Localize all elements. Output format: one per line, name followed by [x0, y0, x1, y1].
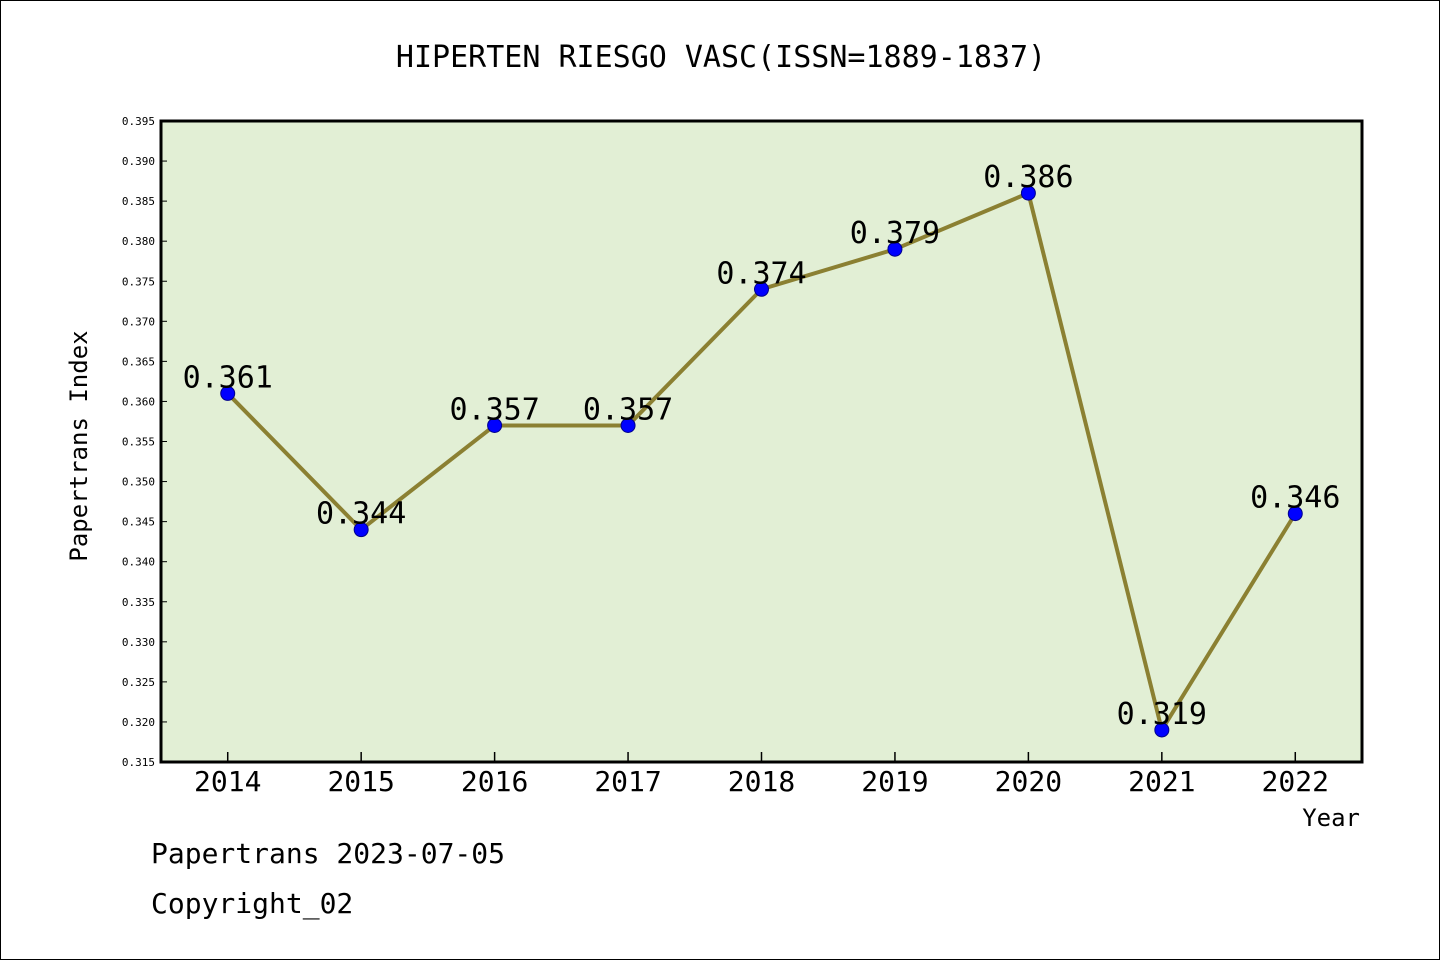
y-tick-label: 0.395: [122, 115, 155, 128]
y-tick-label: 0.335: [122, 596, 155, 609]
data-point: [220, 385, 236, 401]
data-point: [1154, 722, 1170, 738]
x-tick-label: 2020: [995, 765, 1062, 798]
y-tick-label: 0.325: [122, 676, 155, 689]
x-tick-label: 2022: [1262, 765, 1329, 798]
series-layer: [220, 185, 1303, 738]
x-tick-label: 2016: [461, 765, 528, 798]
data-point: [620, 417, 636, 433]
y-tick-label: 0.380: [122, 235, 155, 248]
y-tick-label: 0.320: [122, 716, 155, 729]
data-label: 0.386: [983, 160, 1073, 195]
footer-date: Papertrans 2023-07-05: [151, 837, 506, 870]
y-tick-label: 0.350: [122, 476, 155, 489]
y-tick-label: 0.315: [122, 756, 155, 769]
x-tick-label: 2017: [594, 765, 661, 798]
data-point: [1287, 506, 1303, 522]
footer-copyright: Copyright_02: [151, 887, 354, 920]
plot-area: [159, 119, 1364, 764]
data-label: 0.357: [449, 392, 539, 427]
y-tick-label: 0.375: [122, 275, 155, 288]
data-label: 0.374: [716, 256, 806, 291]
data-label: 0.379: [850, 216, 940, 251]
y-axis-label: Papertrans Index: [65, 330, 93, 561]
data-label: 0.357: [583, 392, 673, 427]
x-axis: 2014 2015 2016 2017 2018 2019 2020 2021 2022: [194, 752, 1329, 798]
data-label: 0.319: [1117, 697, 1207, 732]
data-point: [1020, 185, 1036, 201]
data-label-layer: 0.361 0.344 0.357 0.357 0.374 0.379 0.386 0.319…: [183, 160, 1341, 732]
data-point: [754, 281, 769, 297]
data-label: 0.361: [183, 360, 273, 395]
data-point: [487, 417, 503, 433]
y-axis: 0.315 0.320 0.325 0.330 0.335 0.340 0.345 0.350…: [122, 115, 167, 769]
y-tick-label: 0.345: [122, 516, 155, 529]
x-axis-label: Year: [1302, 804, 1360, 832]
y-tick-label: 0.365: [122, 355, 155, 368]
x-tick-label: 2018: [728, 765, 795, 798]
y-tick-label: 0.370: [122, 315, 155, 328]
chart-title: HIPERTEN RIESGO VASC(ISSN=1889-1837): [396, 40, 1046, 75]
y-tick-label: 0.390: [122, 155, 155, 168]
y-tick-label: 0.385: [122, 195, 155, 208]
x-tick-label: 2015: [327, 765, 394, 798]
data-point: [887, 241, 903, 257]
y-tick-label: 0.355: [122, 436, 155, 449]
x-tick-label: 2014: [194, 765, 261, 798]
x-tick-label: 2021: [1128, 765, 1195, 798]
data-label: 0.344: [316, 497, 406, 532]
x-tick-label: 2019: [861, 765, 928, 798]
y-tick-label: 0.340: [122, 556, 155, 569]
y-tick-label: 0.360: [122, 395, 155, 408]
y-tick-label: 0.330: [122, 636, 155, 649]
data-point: [353, 522, 369, 538]
data-label: 0.346: [1250, 481, 1340, 516]
